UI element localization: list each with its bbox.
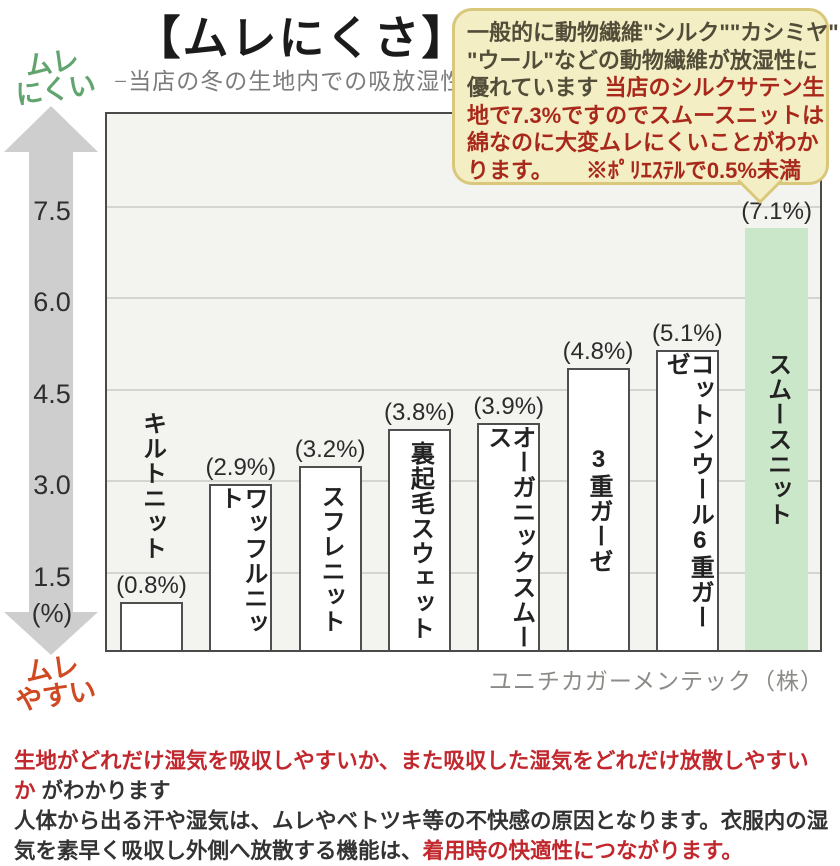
bar-category-label: ワッフルニット (215, 486, 267, 636)
y-axis-tick-label: 6.0 (33, 287, 71, 317)
gridline (107, 388, 820, 391)
y-axis-tick-label: 4.5 (33, 378, 71, 409)
page-subtitle: −当店の冬の生地内での吸放湿性 - (114, 69, 480, 94)
bar-4: 裏起毛スウェット (387, 429, 451, 650)
footer-description: 生地がどれだけ湿気を吸収しやすいか、また吸収した湿気をどれだけ放散しやすいか が… (14, 746, 830, 866)
bar-category-label: コットンウール6重ガーゼ (662, 352, 714, 630)
bubble-text-segment: "ウール"などの動物繊維が放湿性に (467, 47, 818, 73)
bubble-text-line: 優れています 当店のシルクサテン生 (467, 74, 824, 102)
footer-text-segment: がわかります (35, 779, 171, 803)
bubble-text-segment: 一般的に動物繊維"シルク""カシミヤ" (467, 20, 839, 45)
bubble-text-line: 地で7.3%ですのでスムースニットは (467, 102, 824, 130)
double-arrow-icon (4, 106, 98, 655)
bar-value-label: (5.1%) (651, 320, 723, 347)
bar-1 (120, 602, 183, 650)
bar-category-label: 裏起毛スウェット (406, 440, 434, 641)
bar-5: オーガニックスムース (477, 423, 541, 650)
gridline (107, 205, 820, 208)
bar-7: コットンウール6重ガーゼ (655, 350, 719, 650)
y-axis-tick-label: 3.0 (33, 470, 71, 500)
bar-2: ワッフルニット (209, 484, 273, 650)
bar-8: スムースニット (745, 228, 809, 650)
gridline (107, 480, 820, 482)
page-title: 【ムレにくさ】 (134, 13, 470, 64)
speech-bubble-tail (737, 179, 783, 204)
annotation-speech-bubble: 一般的に動物繊維"シルク""カシミヤ" "ウール"などの動物繊維が放湿性に 優れてい… (452, 8, 839, 185)
bar-value-label: (3.2%) (294, 436, 366, 463)
bubble-text-line: 綿なのに大変ムレにくいことがわか (467, 129, 819, 157)
bubble-text-segment: 地で7.3%ですのでスムースニットは (467, 102, 825, 128)
bubble-text-segment: 綿なのに大変ムレにくいことがわか (467, 130, 819, 155)
y-axis-tick-label: 1.5 (33, 561, 71, 592)
bar-value-label: (7.1%) (741, 198, 812, 225)
gridline (107, 297, 820, 299)
bar-category-label: キルトニット (138, 410, 166, 561)
bar-6: 3重ガーゼ (566, 368, 630, 650)
bar-value-label: (2.9%) (205, 454, 277, 481)
bubble-text-segment: ります。 (467, 157, 542, 183)
bar-3: スフレニット (298, 466, 362, 650)
bar-value-label: (0.8%) (116, 572, 187, 599)
data-source-credit: ユニチカガーメンテック（株） (488, 669, 824, 694)
y-axis-tick-label: 7.5 (33, 195, 71, 226)
bar-category-label: スムースニット (763, 351, 791, 527)
footer-text-segment: 生地がどれだけ湿気を吸収しやすいか、また吸収した湿気をどれだけ放散しやすいか (14, 749, 809, 803)
bubble-text-segment: 優れています (467, 75, 605, 100)
footer-text-segment: 着用時の快適性につながります。 (422, 839, 743, 863)
bar-value-label: (3.9%) (473, 393, 545, 420)
bar-category-label: 3重ガーゼ (585, 446, 612, 574)
bubble-text-line: ります。 ※ﾎﾟﾘｴｽﾃﾙで0.5%未満 (467, 157, 814, 185)
bubble-text-segment: ※ﾎﾟﾘｴｽﾃﾙで0.5%未満 (541, 157, 801, 183)
bubble-text-line: 一般的に動物繊維"シルク""カシミヤ" (467, 19, 839, 47)
bubble-text-segment: 当店のシルクサテン生 (604, 75, 825, 100)
bar-category-label: スフレニット (317, 484, 345, 634)
bubble-text-line: "ウール"などの動物繊維が放湿性に (467, 47, 818, 75)
bar-category-label: オーガニックスムース (483, 425, 535, 650)
y-axis-unit: (%) (31, 598, 73, 628)
gridline (107, 571, 820, 574)
bar-value-label: (3.8%) (384, 399, 455, 426)
bar-value-label: (4.8%) (562, 338, 634, 365)
chart-plot-area: キルトニット (0.8%) ワッフルニット (2.9%) スフレニット (3.2%) 裏起毛… (105, 112, 822, 652)
